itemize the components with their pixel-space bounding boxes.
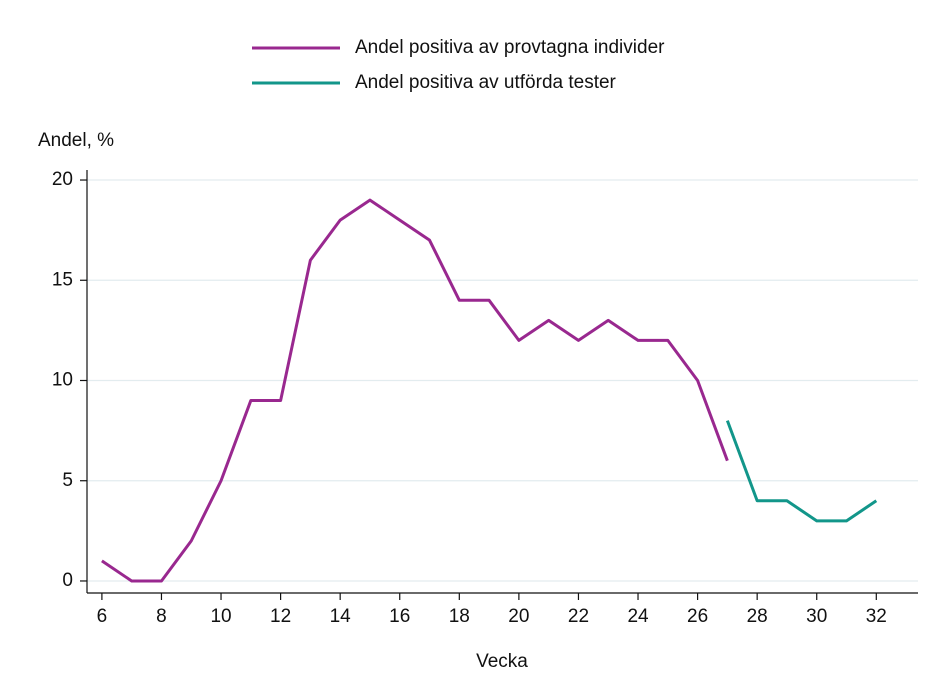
y-tick-label: 5 <box>62 470 73 491</box>
x-tick-label: 22 <box>568 606 589 627</box>
x-tick-label: 14 <box>330 606 352 627</box>
y-tick-label: 20 <box>52 169 73 190</box>
x-tick-label: 18 <box>449 606 470 627</box>
y-tick-label: 10 <box>52 370 73 391</box>
legend-label: Andel positiva av utförda tester <box>355 72 617 93</box>
x-tick-label: 32 <box>866 606 887 627</box>
y-axis-label: Andel, % <box>38 130 114 151</box>
x-tick-label: 26 <box>687 606 708 627</box>
line-series <box>725 420 878 523</box>
y-tick-label: 15 <box>52 269 73 290</box>
x-tick-label: 24 <box>627 606 649 627</box>
legend-label: Andel positiva av provtagna individer <box>355 37 665 58</box>
x-tick-label: 16 <box>389 606 410 627</box>
x-tick-label: 12 <box>270 606 291 627</box>
x-tick-label: 30 <box>806 606 827 627</box>
x-tick-label: 28 <box>747 606 768 627</box>
x-tick-label: 20 <box>508 606 529 627</box>
x-axis-label: Vecka <box>476 651 528 672</box>
x-tick-label: 10 <box>210 606 231 627</box>
x-tick-label: 6 <box>97 606 108 627</box>
x-tick-label: 8 <box>156 606 167 627</box>
line-series <box>101 198 729 583</box>
y-tick-label: 0 <box>62 570 73 591</box>
